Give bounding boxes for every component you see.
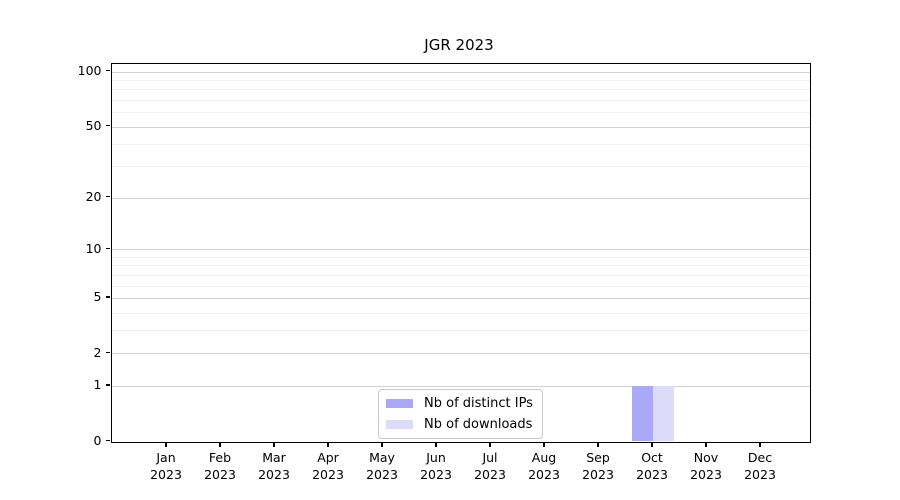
y-gridline-minor bbox=[111, 89, 810, 91]
chart-title: JGR 2023 bbox=[424, 36, 494, 54]
y-gridline-minor bbox=[111, 80, 810, 82]
legend-swatch-series-1 bbox=[386, 419, 413, 429]
y-tick-label: 1 bbox=[93, 377, 102, 393]
x-tick-month: Aug bbox=[531, 449, 557, 465]
bar-oct-series-1 bbox=[653, 385, 674, 442]
y-axis-tick bbox=[106, 296, 110, 298]
x-tick-label: Sep 2023 bbox=[563, 449, 633, 483]
x-tick-month: Nov bbox=[693, 449, 719, 465]
x-tick-month: Apr bbox=[317, 449, 339, 465]
x-tick-label: Nov 2023 bbox=[671, 449, 741, 483]
x-tick-month: Jan bbox=[156, 449, 176, 465]
x-axis-tick bbox=[435, 442, 437, 447]
plot-area bbox=[110, 62, 811, 443]
x-axis-tick bbox=[651, 442, 653, 447]
y-gridline-major bbox=[111, 297, 810, 299]
x-tick-year: 2023 bbox=[582, 466, 614, 482]
x-axis-tick bbox=[219, 442, 221, 447]
y-gridline-minor bbox=[111, 166, 810, 168]
y-axis-tick bbox=[106, 384, 110, 386]
x-tick-label: Aug 2023 bbox=[509, 449, 579, 483]
y-tick-label: 2 bbox=[93, 344, 102, 360]
x-axis-tick bbox=[165, 442, 167, 447]
x-axis-tick bbox=[759, 442, 761, 447]
y-gridline-minor bbox=[111, 100, 810, 102]
y-gridline-minor bbox=[111, 285, 810, 287]
x-tick-year: 2023 bbox=[258, 466, 290, 482]
legend: Nb of distinct IPs Nb of downloads bbox=[378, 388, 543, 439]
y-axis-tick bbox=[106, 195, 110, 198]
x-tick-year: 2023 bbox=[366, 466, 398, 482]
x-axis-tick bbox=[597, 442, 599, 447]
x-tick-year: 2023 bbox=[528, 466, 560, 482]
x-axis-tick bbox=[543, 442, 545, 447]
y-axis-tick bbox=[106, 70, 110, 72]
x-tick-label: Jul 2023 bbox=[455, 449, 525, 483]
x-tick-year: 2023 bbox=[474, 466, 506, 482]
x-tick-label: Mar 2023 bbox=[239, 449, 309, 483]
y-gridline-minor bbox=[111, 144, 810, 145]
x-tick-label: Jan 2023 bbox=[131, 449, 201, 483]
y-tick-label: 0 bbox=[93, 433, 102, 448]
x-tick-month: Jun bbox=[426, 449, 446, 465]
bar-oct-series-0 bbox=[632, 385, 653, 442]
y-axis-tick bbox=[106, 439, 110, 442]
x-axis-tick bbox=[273, 442, 275, 447]
y-gridline-minor bbox=[111, 112, 810, 114]
x-axis-tick bbox=[705, 442, 707, 447]
x-axis-tick bbox=[381, 442, 383, 447]
y-gridline-minor bbox=[111, 257, 810, 259]
y-axis-tick bbox=[106, 247, 110, 250]
x-axis-tick bbox=[489, 442, 491, 447]
y-tick-label: 50 bbox=[85, 118, 102, 134]
x-tick-month: May bbox=[369, 449, 395, 465]
legend-entry: Nb of distinct IPs bbox=[386, 395, 533, 412]
y-tick-label: 100 bbox=[77, 63, 102, 79]
x-tick-label: Jun 2023 bbox=[401, 449, 471, 483]
y-gridline-major bbox=[111, 197, 810, 199]
y-gridline-minor bbox=[111, 265, 810, 267]
x-tick-label: Oct 2023 bbox=[617, 449, 687, 483]
x-tick-year: 2023 bbox=[204, 466, 236, 482]
x-tick-year: 2023 bbox=[744, 466, 776, 482]
x-tick-month: Dec bbox=[747, 449, 773, 465]
x-tick-month: Oct bbox=[641, 449, 663, 465]
legend-swatch-series-0 bbox=[386, 398, 413, 408]
y-gridline-major bbox=[111, 249, 810, 251]
y-gridline-major bbox=[111, 126, 810, 128]
y-tick-label: 20 bbox=[85, 189, 102, 205]
y-axis-tick bbox=[106, 351, 110, 354]
y-gridline-major bbox=[111, 71, 810, 73]
x-tick-year: 2023 bbox=[150, 466, 182, 482]
x-tick-year: 2023 bbox=[420, 466, 452, 482]
y-gridline-major bbox=[111, 353, 810, 355]
x-tick-label: Feb 2023 bbox=[185, 449, 255, 483]
y-gridline-minor bbox=[111, 312, 810, 314]
x-tick-year: 2023 bbox=[636, 466, 668, 482]
legend-label: Nb of downloads bbox=[424, 416, 533, 432]
y-tick-label: 10 bbox=[85, 240, 102, 256]
y-axis-tick bbox=[106, 124, 110, 127]
x-tick-month: Jul bbox=[482, 449, 498, 465]
legend-entry: Nb of downloads bbox=[386, 416, 533, 433]
x-tick-year: 2023 bbox=[690, 466, 722, 482]
x-tick-month: Mar bbox=[262, 449, 286, 465]
y-tick-label: 5 bbox=[93, 289, 102, 305]
x-tick-year: 2023 bbox=[312, 466, 344, 482]
x-axis-tick bbox=[327, 442, 329, 447]
y-gridline-minor bbox=[111, 274, 810, 276]
x-tick-label: Dec 2023 bbox=[725, 449, 795, 483]
x-tick-month: Feb bbox=[208, 449, 232, 465]
legend-label: Nb of distinct IPs bbox=[424, 395, 533, 411]
y-gridline-major bbox=[111, 385, 810, 387]
x-tick-month: Sep bbox=[586, 449, 610, 465]
x-tick-label: Apr 2023 bbox=[293, 449, 363, 483]
x-tick-label: May 2023 bbox=[347, 449, 417, 483]
y-gridline-minor bbox=[111, 330, 810, 332]
